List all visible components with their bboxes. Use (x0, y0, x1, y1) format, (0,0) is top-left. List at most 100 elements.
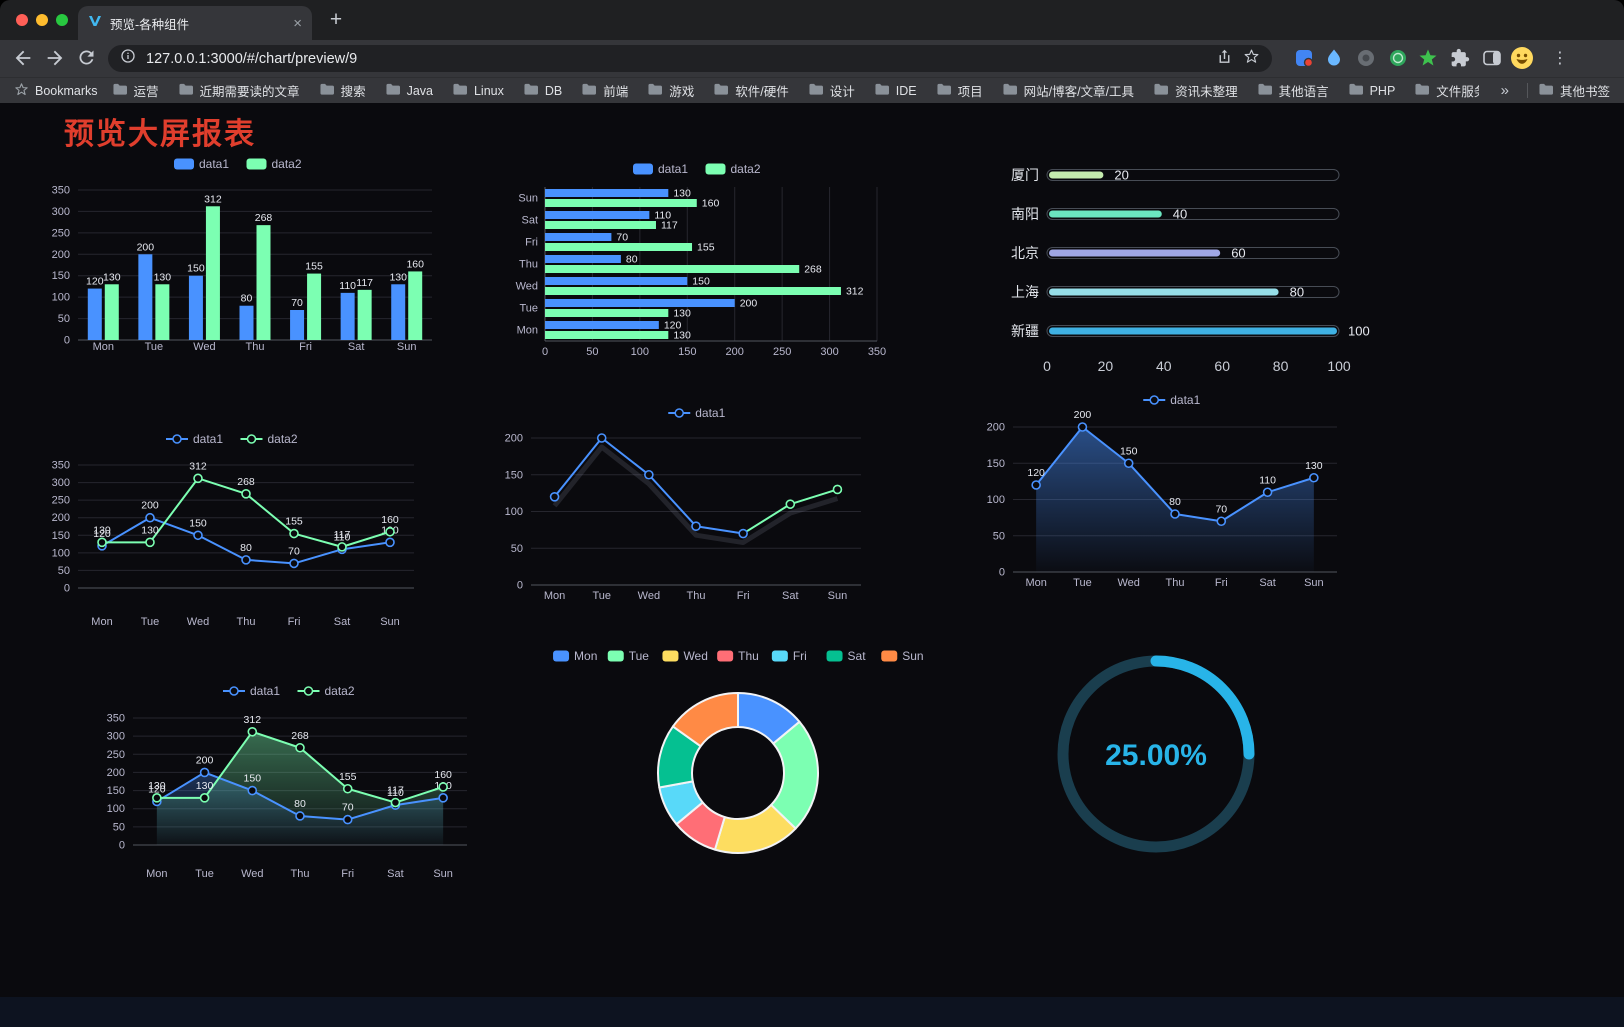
folder-icon (647, 82, 663, 99)
svg-text:Sun: Sun (380, 616, 400, 628)
extension-icon-green-star[interactable] (1418, 48, 1438, 68)
svg-text:200: 200 (726, 346, 744, 358)
svg-text:150: 150 (189, 517, 207, 529)
page-bottom-strip (0, 997, 1624, 1027)
chart-area-line: data1 0 50 100 150 200 Mon Tue Wed Thu Fri Sat Sun 12… (985, 385, 1363, 610)
close-window-button[interactable] (16, 14, 28, 26)
tab-strip: 预览-各种组件 × + (0, 0, 1624, 40)
svg-text:Wed: Wed (193, 341, 215, 353)
svg-text:Wed: Wed (638, 590, 660, 602)
reload-button[interactable] (76, 47, 100, 71)
svg-text:Sun: Sun (902, 649, 923, 663)
minimize-window-button[interactable] (36, 14, 48, 26)
tab-close-icon[interactable]: × (293, 14, 302, 32)
svg-text:150: 150 (107, 785, 125, 797)
bookmark-item[interactable]: 资讯未整理 (1153, 81, 1238, 100)
bookmark-item[interactable]: 运营 (112, 81, 159, 100)
svg-text:120: 120 (86, 276, 104, 288)
svg-text:80: 80 (1290, 285, 1304, 300)
svg-text:80: 80 (241, 293, 253, 305)
bookmark-item[interactable]: 游戏 (647, 81, 694, 100)
zoom-window-button[interactable] (56, 14, 68, 26)
folder-icon (1414, 82, 1430, 99)
svg-text:100: 100 (1348, 324, 1370, 339)
share-icon[interactable] (1216, 48, 1233, 70)
bookmark-item[interactable]: 项目 (936, 81, 983, 100)
bookmark-star-icon[interactable] (1243, 48, 1260, 70)
site-info-icon[interactable] (120, 48, 136, 69)
profile-avatar[interactable] (1510, 46, 1534, 70)
folder-icon (936, 82, 952, 99)
extension-icon-dark-circle[interactable] (1356, 48, 1376, 68)
bookmark-item[interactable]: DB (523, 81, 562, 100)
svg-text:200: 200 (505, 433, 523, 445)
sidebar-toggle-icon[interactable] (1482, 48, 1502, 68)
extension-icon-drop[interactable] (1324, 48, 1344, 68)
bookmark-item[interactable]: 搜索 (319, 81, 366, 100)
bookmark-item[interactable]: IDE (874, 81, 917, 100)
bookmarks-divider (1527, 83, 1528, 98)
bookmark-label: IDE (895, 83, 917, 98)
svg-text:200: 200 (1074, 409, 1092, 421)
bookmarks-overflow-chevron[interactable]: » (1500, 82, 1509, 99)
extensions-puzzle-icon[interactable] (1450, 48, 1470, 68)
extension-icon-grid[interactable] (1294, 48, 1314, 68)
svg-text:117: 117 (356, 277, 373, 289)
new-tab-button[interactable]: + (329, 8, 343, 31)
svg-text:150: 150 (52, 530, 70, 542)
svg-text:130: 130 (673, 188, 691, 200)
back-button[interactable] (12, 47, 36, 71)
svg-text:Mon: Mon (146, 868, 167, 880)
svg-text:50: 50 (113, 821, 125, 833)
svg-text:Tue: Tue (145, 341, 164, 353)
bookmark-label: 运营 (133, 85, 159, 99)
forward-button[interactable] (44, 47, 68, 71)
bookmark-item[interactable]: Java (385, 81, 433, 100)
bookmark-item[interactable]: 设计 (808, 81, 855, 100)
bookmark-label: 搜索 (340, 85, 366, 99)
svg-text:350: 350 (868, 346, 886, 358)
bookmark-item[interactable]: 其他语言 (1257, 81, 1329, 100)
svg-text:200: 200 (987, 422, 1005, 434)
svg-text:120: 120 (93, 528, 111, 540)
svg-text:Sat: Sat (848, 649, 867, 663)
bookmark-item[interactable]: 前端 (581, 81, 628, 100)
bookmark-item[interactable]: 网站/博客/文章/工具 (1002, 81, 1134, 100)
svg-text:Tue: Tue (195, 868, 214, 880)
other-bookmarks-button[interactable]: 其他书签 (1538, 81, 1610, 100)
svg-text:北京: 北京 (1011, 245, 1039, 261)
svg-text:data2: data2 (272, 157, 302, 171)
svg-text:150: 150 (987, 458, 1005, 470)
bookmarks-root-button[interactable]: Bookmarks (14, 82, 98, 100)
browser-tab[interactable]: 预览-各种组件 × (78, 6, 312, 40)
svg-text:data2: data2 (731, 162, 761, 176)
svg-text:0: 0 (542, 346, 548, 358)
svg-text:20: 20 (1114, 168, 1128, 183)
chart-horizontal-bar: data1 data2 0 50 100 150 200 250 300 350 Mon Tue Wed… (503, 153, 895, 393)
bookmark-item[interactable]: 近期需要读的文章 (178, 81, 300, 100)
svg-text:268: 268 (804, 264, 822, 276)
svg-text:50: 50 (511, 543, 523, 555)
bookmark-label: 项目 (957, 85, 983, 99)
bookmark-item[interactable]: PHP (1348, 81, 1395, 100)
svg-text:Thu: Thu (738, 649, 759, 663)
svg-text:130: 130 (1305, 460, 1323, 472)
svg-text:300: 300 (52, 477, 70, 489)
svg-text:Thu: Thu (237, 616, 256, 628)
chart-dual-line: data1 data2 0 50 100 150 200 250 300 350 Mon Tue Wed… (40, 423, 428, 648)
bookmark-item[interactable]: Linux (452, 81, 504, 100)
menu-icon[interactable]: ⋮ (1552, 50, 1568, 67)
svg-text:100: 100 (631, 346, 649, 358)
bookmark-label: 软件/硬件 (735, 85, 789, 99)
url-bar[interactable]: 127.0.0.1:3000/#/chart/preview/9 (108, 45, 1272, 72)
folder-icon (319, 82, 335, 99)
svg-text:Wed: Wed (683, 649, 707, 663)
svg-text:312: 312 (204, 193, 222, 205)
svg-text:130: 130 (141, 524, 159, 536)
extension-icon-green-circle[interactable] (1388, 48, 1408, 68)
svg-text:50: 50 (586, 346, 598, 358)
svg-text:data1: data1 (250, 684, 280, 698)
bookmark-item[interactable]: 软件/硬件 (713, 81, 789, 100)
bookmark-item[interactable]: 文件服务器 (1414, 81, 1479, 100)
